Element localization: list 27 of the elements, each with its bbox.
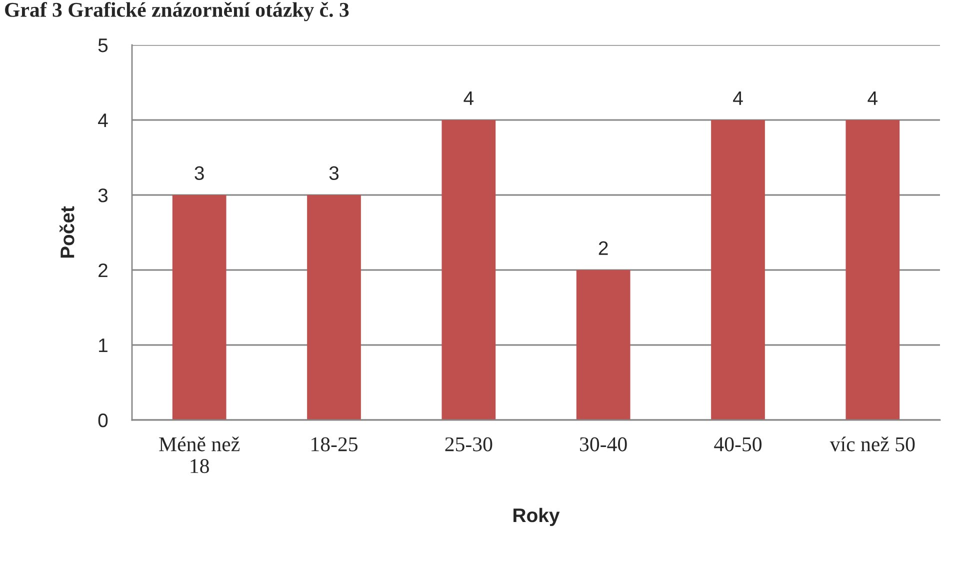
bar: [172, 195, 226, 420]
data-label: 3: [194, 166, 204, 180]
y-tick-label: 3: [98, 188, 108, 202]
x-tick-label: 40-50: [714, 437, 762, 452]
data-label: 4: [868, 91, 878, 105]
y-tick-label: 2: [98, 263, 108, 278]
x-tick-label: víc než 50: [830, 436, 915, 452]
x-tick-label: 18-25: [312, 437, 358, 452]
data-label: 4: [464, 91, 474, 105]
x-tick-label: Méně než 18: [159, 436, 240, 474]
y-tick-label: 5: [98, 38, 108, 52]
bar: [307, 195, 361, 420]
y-tick-label: 1: [99, 338, 108, 352]
data-label: 3: [329, 166, 339, 180]
x-tick-label: 25-30: [445, 437, 492, 452]
data-label: 4: [733, 91, 743, 105]
data-label: 2: [598, 241, 608, 255]
y-tick-label: 0: [98, 413, 108, 428]
bar: [846, 120, 900, 420]
bar: [442, 120, 496, 420]
x-tick-label: 30-40: [580, 437, 627, 452]
x-axis-title: Roky: [514, 508, 560, 526]
y-axis-title: Počet: [60, 206, 74, 258]
y-tick-label: 4: [98, 114, 108, 128]
chart-title: Graf 3 Grafické znázornění otázky č. 3: [5, 2, 349, 22]
bar: [711, 120, 765, 420]
bar: [576, 270, 630, 420]
